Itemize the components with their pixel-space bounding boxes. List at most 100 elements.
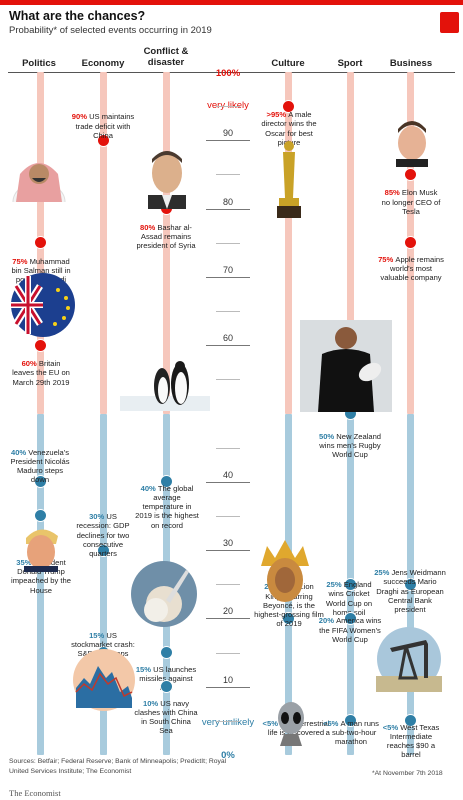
event-probability: 35% <box>16 557 34 567</box>
alien-image <box>276 700 306 746</box>
event-probability: 85% <box>384 188 402 198</box>
axis-tick-line <box>206 550 250 552</box>
event-probability: <5% <box>262 718 281 728</box>
category-sport: Sport <box>337 58 363 69</box>
axis-minor-tick <box>216 584 240 586</box>
category-politics: Politics <box>22 58 56 69</box>
axis-tick-label: 60 <box>222 333 233 344</box>
event-dot <box>403 167 417 181</box>
event-text: West Texas Intermediate reaches $90 a ba… <box>386 722 440 760</box>
event-dot <box>33 509 47 523</box>
stem-unlikely <box>36 413 44 755</box>
event-label: 30% US recession: GDP declines for two c… <box>71 512 135 558</box>
badge-icon <box>440 12 459 33</box>
page-title: What are the chances? <box>9 9 146 23</box>
axis-tick-label: 80 <box>222 196 233 207</box>
event-label: 25% Jens Weidmann succeeds Mario Draghi … <box>374 568 446 614</box>
stock-chart-image <box>72 648 136 712</box>
category-business: Business <box>389 58 433 69</box>
event-probability: 40% <box>10 447 29 457</box>
event-probability: 25% <box>326 580 344 590</box>
axis-minor-tick <box>216 720 240 722</box>
event-dot <box>403 714 417 728</box>
axis-tick-line <box>206 345 250 347</box>
event-text: Bashar al-Assad remains president of Syr… <box>136 222 196 250</box>
event-dot <box>159 475 173 489</box>
oscar-statue-image <box>273 138 305 220</box>
axis-tick-label: 90 <box>222 128 233 139</box>
axis-tick-line <box>206 481 250 483</box>
event-dot <box>403 236 417 250</box>
very-unlikely-label: very unlikely <box>201 717 255 728</box>
event-text: New Zealand wins men's Rugby World Cup <box>319 431 382 459</box>
axis-tick-line <box>206 686 250 688</box>
event-dot <box>159 646 173 660</box>
event-text: Apple remains world's most valuable comp… <box>380 254 444 283</box>
axis-top-label: 100% <box>215 68 241 79</box>
category-divider <box>8 72 455 73</box>
event-probability: <5% <box>382 722 401 732</box>
axis-tick-line <box>206 208 250 210</box>
stem-likely <box>99 72 107 414</box>
event-text: Elon Musk no longer CEO of Tesla <box>381 188 441 216</box>
stem-likely <box>162 72 170 414</box>
event-probability: 25% <box>374 568 392 578</box>
source-note: Sources: Betfair; Federal Reserve; Bank … <box>9 758 227 775</box>
assad-photo <box>142 147 192 209</box>
axis-tick-line <box>206 276 250 278</box>
event-label: 40% Venezuela's President Nicolás Maduro… <box>8 448 72 485</box>
event-text: Jens Weidmann succeeds Mario Draghi as E… <box>376 568 446 615</box>
event-dot <box>33 475 47 489</box>
event-label: 90% US maintains trade deficit with Chin… <box>71 112 135 140</box>
event-label: 80% Bashar al-Assad remains president of… <box>134 223 198 251</box>
event-dot <box>343 577 357 591</box>
event-dot <box>281 99 295 113</box>
axis-tick-label: 10 <box>222 674 233 685</box>
event-text: US navy clashes with China in South Chin… <box>134 698 198 736</box>
stem-likely <box>346 72 354 414</box>
event-text: America wins the FIFA Women's World Cup <box>319 616 382 644</box>
event-text: The global average temperature in 2019 i… <box>135 483 199 530</box>
event-label: <5% West Texas Intermediate reaches $90 … <box>380 723 442 760</box>
event-label: 50% New Zealand wins men's Rugby World C… <box>318 432 382 460</box>
event-dot <box>96 133 110 147</box>
event-dot <box>33 236 47 250</box>
elon-musk-photo <box>392 117 432 167</box>
axis-minor-tick <box>216 174 240 176</box>
axis-tick-label: 40 <box>222 469 233 480</box>
event-label: <5% A man runs a sub-two-hour marathon <box>322 719 380 747</box>
stem-unlikely <box>99 413 107 755</box>
axis-tick-label: 30 <box>222 538 233 549</box>
event-label: 40% The global average temperature in 20… <box>134 484 200 530</box>
event-label: 60% Britain leaves the EU on March 29th … <box>10 359 72 387</box>
penguins-image <box>120 356 210 411</box>
event-text: US maintains trade deficit with China <box>75 112 135 140</box>
event-probability: 75% <box>378 254 396 264</box>
event-probability: <5% <box>323 718 341 728</box>
event-dot <box>281 611 295 625</box>
axis-minor-tick <box>216 652 240 654</box>
axis-minor-tick <box>216 379 240 381</box>
event-probability: 40% <box>140 483 158 493</box>
axis-minor-tick <box>216 515 240 517</box>
event-text: Venezuela's President Nicolás Maduro ste… <box>10 447 70 485</box>
axis-minor-tick <box>216 447 240 449</box>
event-label: 75% Apple remains world's most valuable … <box>378 255 444 283</box>
event-probability: 15% <box>135 664 154 674</box>
event-probability: 15% <box>89 630 107 640</box>
event-probability: 30% <box>89 512 107 522</box>
axis-minor-tick <box>216 311 240 313</box>
axis-bottom-label: 0% <box>221 750 235 761</box>
top-accent-bar <box>0 0 463 5</box>
category-economy: Economy <box>81 58 125 69</box>
event-text: Britain leaves the EU on March 29th 2019 <box>12 359 70 387</box>
event-probability: 50% <box>318 431 337 441</box>
event-probability: 75% <box>12 256 30 266</box>
event-probability: 20% <box>318 616 337 626</box>
axis-tick-line <box>206 140 250 142</box>
very-likely-label: very likely <box>190 100 266 111</box>
event-probability: >95% <box>266 110 289 120</box>
page-subtitle: Probability* of selected events occurrin… <box>9 25 212 36</box>
missile-launch-image <box>130 560 198 628</box>
event-label: 10% US navy clashes with China in South … <box>134 699 198 736</box>
